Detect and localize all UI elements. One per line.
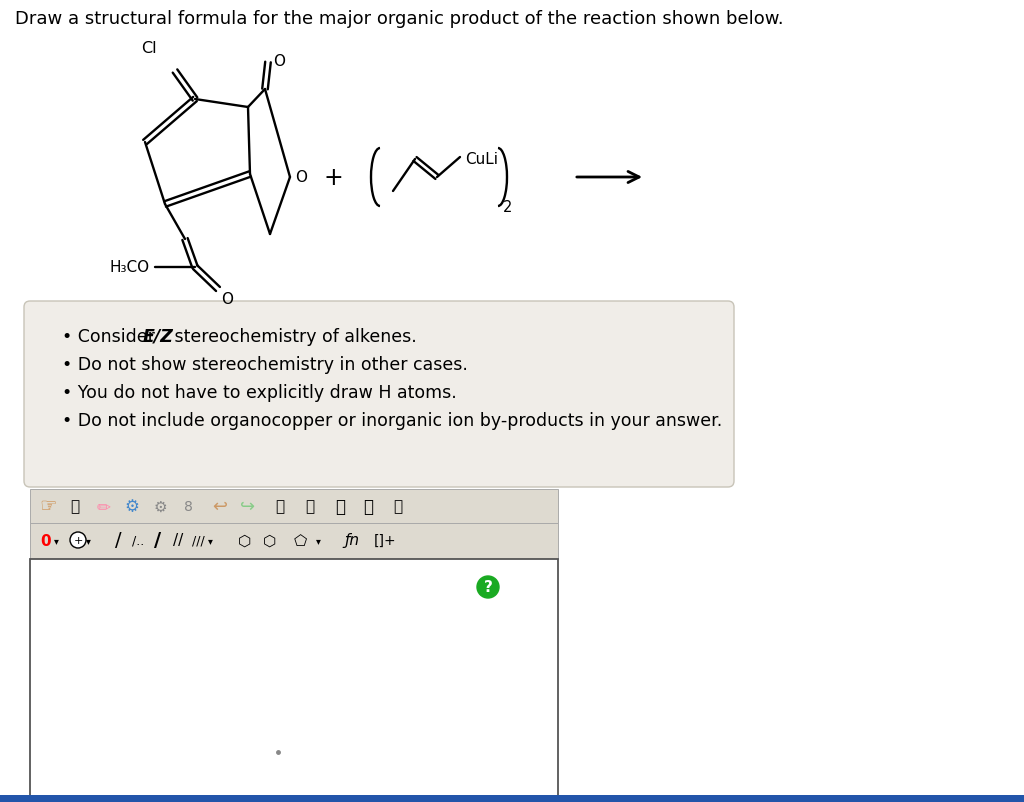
Text: ✏: ✏ <box>96 497 110 516</box>
Bar <box>30 489 558 524</box>
Text: 8: 8 <box>183 500 193 513</box>
Text: Draw a structural formula for the major organic product of the reaction shown be: Draw a structural formula for the major … <box>15 10 783 28</box>
Bar <box>0 795 1024 802</box>
Text: ƒn: ƒn <box>344 533 359 548</box>
Text: ▾: ▾ <box>208 535 212 545</box>
Text: ⚙: ⚙ <box>154 499 167 514</box>
Text: • Consider: • Consider <box>62 327 161 346</box>
Text: ⬠: ⬠ <box>293 533 306 548</box>
Text: /: / <box>155 531 162 550</box>
Text: /: / <box>115 531 121 550</box>
Bar <box>30 524 558 559</box>
Text: O: O <box>295 170 307 185</box>
Bar <box>30 559 558 799</box>
Text: 📋: 📋 <box>275 499 285 514</box>
Text: ☞: ☞ <box>39 497 56 516</box>
Text: 2: 2 <box>503 200 512 215</box>
FancyBboxPatch shape <box>24 302 734 488</box>
Text: 📄: 📄 <box>71 499 80 514</box>
Text: ↪: ↪ <box>241 497 256 516</box>
Text: • You do not have to explicitly draw H atoms.: • You do not have to explicitly draw H a… <box>62 383 457 402</box>
Text: O: O <box>273 54 285 68</box>
Text: O: O <box>221 292 233 306</box>
Text: ▾: ▾ <box>53 535 58 545</box>
Text: ///: /// <box>191 534 205 547</box>
Text: • Do not include organocopper or inorganic ion by-products in your answer.: • Do not include organocopper or inorgan… <box>62 411 722 429</box>
Text: 0: 0 <box>41 533 51 548</box>
Text: ⬡: ⬡ <box>263 533 276 548</box>
Text: Cl: Cl <box>141 41 157 56</box>
Text: H₃CO: H₃CO <box>110 260 150 275</box>
Text: ⬡: ⬡ <box>239 533 252 548</box>
Text: • Do not show stereochemistry in other cases.: • Do not show stereochemistry in other c… <box>62 355 468 374</box>
Circle shape <box>477 577 499 598</box>
Text: []+: []+ <box>374 533 396 547</box>
Text: 🔎: 🔎 <box>362 497 373 516</box>
Text: ⚙: ⚙ <box>125 497 139 516</box>
Text: 🔍: 🔍 <box>335 497 345 516</box>
Text: ?: ? <box>483 580 493 595</box>
Text: stereochemistry of alkenes.: stereochemistry of alkenes. <box>169 327 417 346</box>
Text: 🎨: 🎨 <box>393 499 402 514</box>
Text: CuLi: CuLi <box>465 152 498 168</box>
Text: +: + <box>324 166 343 190</box>
Text: ▾: ▾ <box>315 535 321 545</box>
Text: ↩: ↩ <box>212 497 227 516</box>
Text: ▾: ▾ <box>86 535 90 545</box>
Text: //: // <box>173 533 183 548</box>
Text: +: + <box>74 535 83 545</box>
Text: 📁: 📁 <box>305 499 314 514</box>
Text: /..: /.. <box>132 534 144 547</box>
Text: E/Z: E/Z <box>143 327 174 346</box>
Circle shape <box>70 533 86 549</box>
